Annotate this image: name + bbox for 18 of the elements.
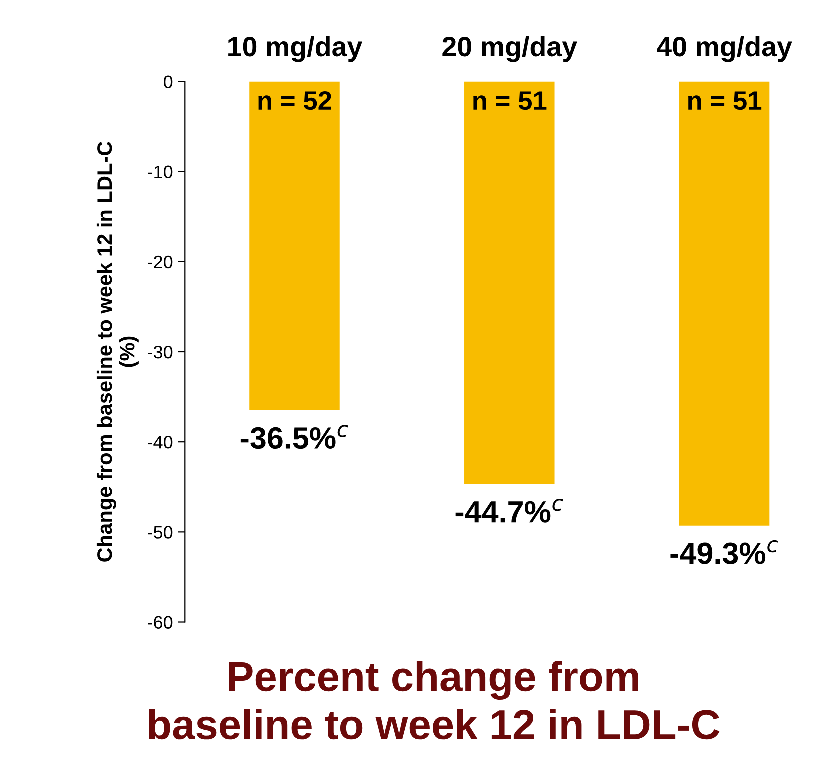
y-tick-label: -50 (148, 526, 173, 539)
y-tick-label: -10 (148, 166, 173, 179)
y-tick-label: -20 (148, 256, 173, 269)
y-axis-title: Change from baseline to week 12 in LDL-C (%) (96, 142, 139, 562)
y-tick-label: 0 (164, 76, 173, 88)
x-tick-label: 10 mg/day (228, 36, 363, 62)
y-tick-label: -60 (148, 616, 173, 629)
data-label: -36.5%$^{c}$ (240, 425, 348, 450)
y-tick-label: -40 (148, 436, 173, 449)
x-tick-label: 40 mg/day (657, 36, 792, 62)
x-tick-label: 20 mg/day (442, 36, 578, 62)
annotation: n = 51 (474, 92, 547, 110)
annotation: n = 51 (688, 92, 762, 110)
data-label: -44.7%$^{c}$ (456, 498, 564, 523)
text: Percent change from baseline to week 12 in LDL-C (149, 660, 720, 740)
annotation: n = 52 (258, 91, 332, 110)
y-tick-label: -30 (148, 346, 173, 359)
data-label: -49.3%$^{c}$ (670, 540, 778, 564)
